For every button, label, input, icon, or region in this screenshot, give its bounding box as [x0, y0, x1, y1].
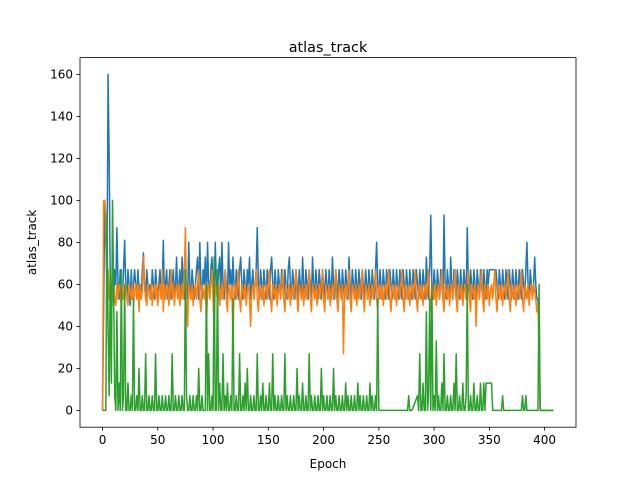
series-line-3	[102, 199, 554, 412]
x-tick-label: 250	[367, 433, 390, 447]
series-line-2	[101, 199, 554, 412]
series-layer	[101, 73, 554, 412]
x-tick-label: 100	[202, 433, 225, 447]
y-tick-label: 160	[50, 68, 73, 82]
x-tick-label: 400	[533, 433, 556, 447]
y-tick-label: 60	[58, 278, 73, 292]
y-tick-label: 80	[58, 236, 73, 250]
y-tick-label: 120	[50, 152, 73, 166]
y-axis-label: atlas_track	[25, 210, 39, 276]
x-axis-ticks: 0 50 100 150 200 250 300 350 400	[99, 427, 556, 447]
x-tick-label: 300	[423, 433, 446, 447]
y-tick-label: 0	[65, 404, 73, 418]
y-tick-label: 100	[50, 194, 73, 208]
y-tick-label: 40	[58, 320, 73, 334]
plot-frame	[79, 57, 577, 428]
x-axis-label: Epoch	[310, 457, 347, 471]
y-axis-ticks: 0 20 40 60 80 100 120 140 160	[50, 68, 80, 418]
x-tick-label: 0	[99, 433, 107, 447]
chart-title: atlas_track	[289, 40, 368, 56]
x-tick-label: 150	[257, 433, 280, 447]
x-tick-label: 50	[150, 433, 165, 447]
series-line-1	[101, 73, 554, 412]
y-tick-label: 140	[50, 110, 73, 124]
y-tick-label: 20	[58, 362, 73, 376]
x-tick-label: 350	[478, 433, 501, 447]
x-tick-label: 200	[312, 433, 335, 447]
